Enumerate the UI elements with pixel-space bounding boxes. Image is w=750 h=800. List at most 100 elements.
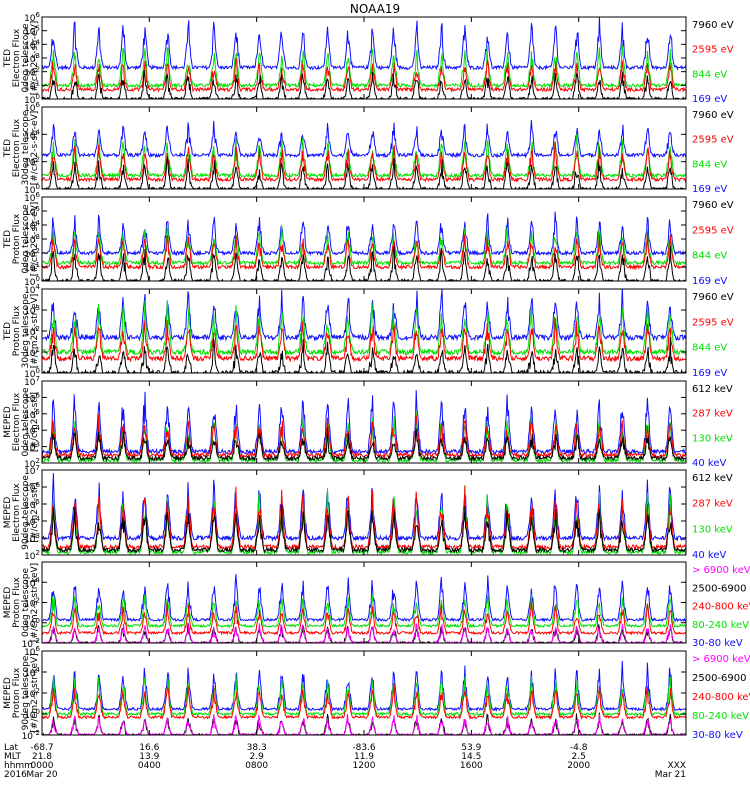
y-axis-label: 0deg telescope bbox=[21, 568, 31, 638]
y-tick-label: 103 bbox=[24, 52, 40, 65]
y-tick-label: 104 bbox=[24, 576, 40, 589]
legend-entry: 30-80 keV bbox=[692, 638, 743, 649]
legend-entry: 287 keV bbox=[692, 409, 733, 420]
x-tick-label: XXX bbox=[668, 761, 687, 771]
y-axis-label: 30deg telescope bbox=[21, 293, 31, 368]
legend-entry: 844 eV bbox=[692, 69, 727, 80]
y-tick-label: 102 bbox=[24, 66, 40, 79]
series-line-130-kev bbox=[42, 485, 686, 555]
legend-entry: 7960 eV bbox=[692, 200, 734, 211]
y-axis-label: [#/cm2-s-str] bbox=[30, 392, 40, 452]
y-tick-label: 106 bbox=[24, 481, 40, 494]
y-tick-label: 107 bbox=[24, 375, 40, 388]
y-axis-label: 0deg telescope bbox=[21, 204, 31, 274]
x-tick-label: 0000 bbox=[31, 761, 54, 771]
panel-6: 107 106 105 104 103 102 MEPED Electron Flux 90de… bbox=[3, 464, 733, 562]
panel-8: 106 104 102 100 10-2 MEPED Proton Flux 90deg te… bbox=[3, 645, 750, 742]
legend-entry: 240-800 keV bbox=[692, 692, 750, 703]
legend-entry: 844 eV bbox=[692, 159, 727, 170]
y-tick-label: 102 bbox=[24, 325, 40, 338]
panel-frame bbox=[41, 288, 687, 374]
x-row-label: hhmm bbox=[4, 761, 33, 771]
legend-entry: 844 eV bbox=[692, 251, 727, 262]
legend-entry: 40 keV bbox=[692, 550, 726, 561]
x-tick-label: 2000 bbox=[567, 761, 590, 771]
legend-entry: 169 eV bbox=[692, 368, 727, 379]
y-tick-label: 10-2 bbox=[22, 729, 40, 742]
y-tick-label: 101 bbox=[24, 261, 40, 274]
plot-area bbox=[42, 574, 686, 643]
y-tick-label: 102 bbox=[24, 457, 40, 470]
legend-entry: 2500-6900 bbox=[692, 583, 747, 594]
series-line-240-800-kev bbox=[42, 600, 686, 636]
y-axis-label: TED bbox=[3, 230, 13, 249]
legend-entry: 130 keV bbox=[692, 433, 733, 444]
legend-entry: 844 eV bbox=[692, 343, 727, 354]
y-tick-label: 103 bbox=[24, 532, 40, 545]
y-tick-label: 107 bbox=[24, 464, 40, 477]
series-line-80-240-kev bbox=[42, 593, 686, 629]
legend-entry: 40 keV bbox=[692, 458, 726, 469]
legend-entry: 287 keV bbox=[692, 499, 733, 510]
y-tick-label: 100 bbox=[24, 367, 40, 380]
legend-entry: 169 eV bbox=[692, 94, 727, 105]
series-line-30-80-kev bbox=[42, 574, 686, 623]
series-line-30-80-kev bbox=[42, 660, 686, 713]
y-axis-label: Proton Flux bbox=[12, 667, 22, 718]
panel-4: 104 103 102 101 100 TED Proton Flux 30deg teles… bbox=[3, 283, 734, 380]
plot-area bbox=[42, 289, 686, 373]
series-line-844-ev bbox=[42, 44, 686, 89]
x-tick-label: 0800 bbox=[245, 761, 268, 771]
x-tick-label: -68.7 bbox=[30, 743, 53, 753]
legend-entry: 169 eV bbox=[692, 184, 727, 195]
series-line-169-ev bbox=[42, 211, 686, 257]
legend-entry: 30-80 keV bbox=[692, 730, 743, 741]
x-tick-label: 1600 bbox=[460, 761, 483, 771]
legend-entry: 2595 eV bbox=[692, 225, 734, 236]
x-tick-label: -83.6 bbox=[352, 743, 376, 753]
legend-entry: 2595 eV bbox=[692, 45, 734, 56]
y-axis-label: Proton Flux bbox=[12, 577, 22, 628]
plot-area bbox=[42, 390, 686, 463]
legend-entry: 2500-6900 bbox=[692, 673, 747, 684]
legend-entry: 240-800 keV bbox=[692, 602, 750, 613]
y-axis-label: 0deg telescope bbox=[21, 23, 31, 93]
y-tick-label: 102 bbox=[24, 687, 40, 700]
series-line-80-240-kev bbox=[42, 673, 686, 717]
y-tick-label: 103 bbox=[24, 233, 40, 246]
y-axis-label: Electron Flux bbox=[12, 28, 22, 87]
series-line-2595-ev bbox=[42, 56, 686, 93]
y-axis-label: Electron Flux bbox=[12, 392, 22, 451]
series-line-2595-ev bbox=[42, 232, 686, 271]
y-axis-label: [#/cm2-s-str] bbox=[30, 482, 40, 542]
y-tick-label: 102 bbox=[24, 156, 40, 169]
legend-entry: 612 keV bbox=[692, 384, 733, 395]
y-tick-label: 100 bbox=[24, 183, 40, 196]
panel-frame bbox=[41, 561, 687, 644]
y-tick-label: 102 bbox=[24, 549, 40, 562]
x-tick-label: Mar 21 bbox=[655, 770, 686, 780]
legend-entry: 2595 eV bbox=[692, 135, 734, 146]
y-axis-label: [#/cm2-s-str-eV] bbox=[30, 21, 40, 96]
x-tick-label: -4.8 bbox=[570, 743, 588, 753]
x-row-label: MLT bbox=[4, 752, 22, 762]
y-axis-label: Proton Flux bbox=[12, 305, 22, 356]
series-line-169-ev bbox=[42, 17, 686, 71]
legend-entry: > 6900 keV bbox=[692, 654, 750, 665]
y-axis-label: [#/cm2-s-str-keV] bbox=[30, 563, 40, 642]
y-axis-label: 90deg telescope bbox=[21, 475, 31, 550]
panel-2: 106 104 102 100 TED Electron Flux 30deg telesc… bbox=[3, 101, 734, 196]
y-tick-label: 103 bbox=[24, 441, 40, 454]
y-tick-label: 105 bbox=[24, 498, 40, 511]
series-line-169-ev bbox=[42, 120, 686, 159]
series-line-2595-ev bbox=[42, 317, 686, 363]
series-line-844-ev bbox=[42, 224, 686, 267]
y-tick-label: 10-2 bbox=[22, 637, 40, 650]
y-tick-label: 106 bbox=[24, 101, 40, 114]
series-line-2595-ev bbox=[42, 141, 686, 183]
legend-entry: 2595 eV bbox=[692, 317, 734, 328]
panel-7: 104 102 100 10-2 MEPED Proton Flux 0deg telesc… bbox=[3, 561, 750, 650]
y-axis-label: TED bbox=[3, 49, 13, 68]
